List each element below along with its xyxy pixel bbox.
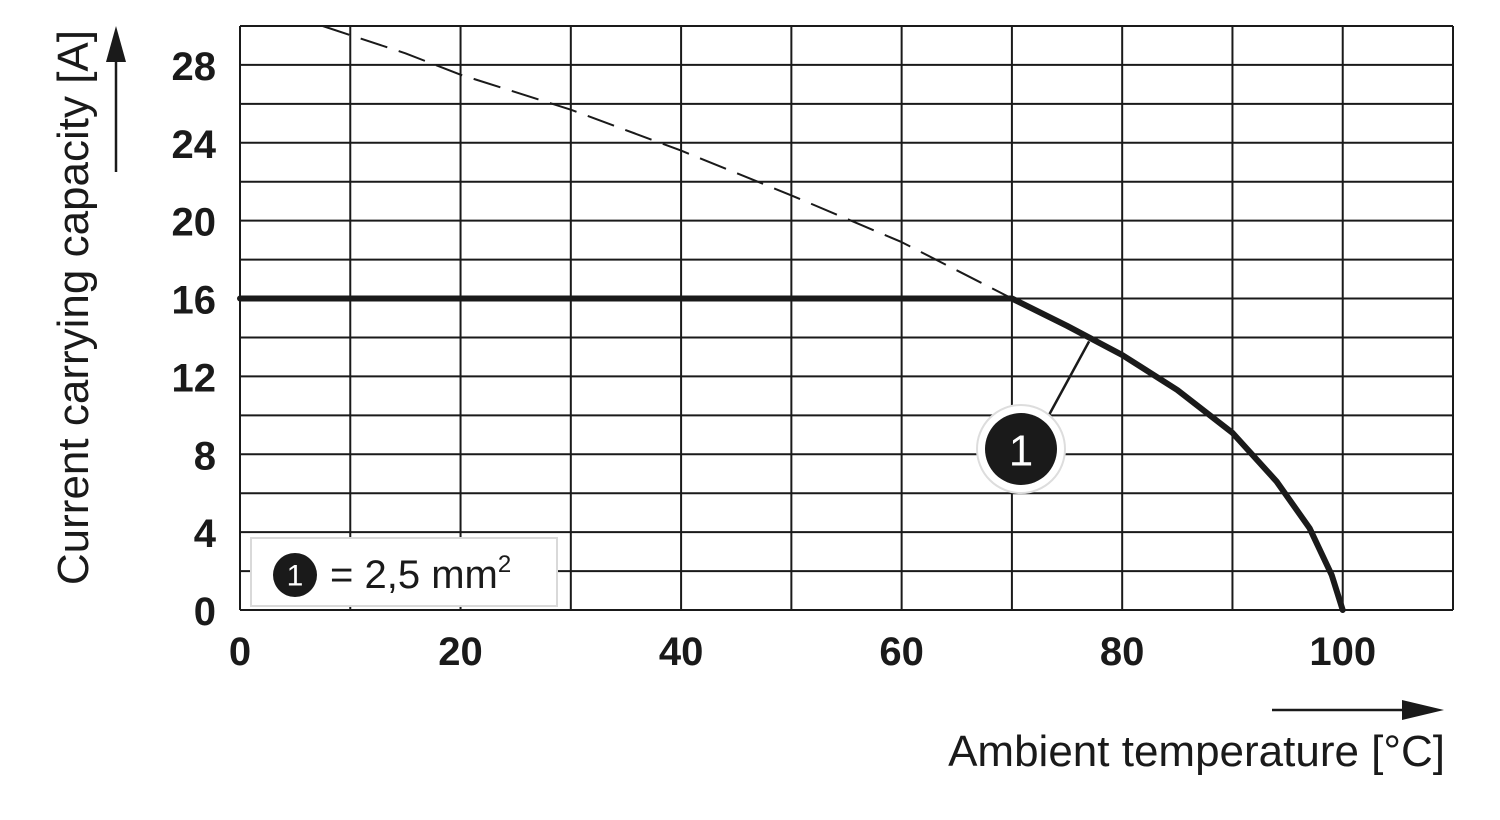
series-line-solid xyxy=(237,295,1346,613)
series-marker: 1 xyxy=(976,404,1066,494)
legend-text-main: = 2,5 mm xyxy=(330,553,498,597)
series-marker-label: 1 xyxy=(1009,427,1033,476)
legend-text: = 2,5 mm2 xyxy=(330,551,511,597)
x-tick-label: 100 xyxy=(1309,630,1376,674)
legend-marker-circle xyxy=(273,553,317,597)
y-axis-ticks: 0 4 8 12 16 20 24 28 xyxy=(172,45,217,634)
y-tick-label: 8 xyxy=(194,434,216,478)
y-tick-label: 24 xyxy=(172,123,217,167)
series-marker-circle xyxy=(985,413,1057,485)
x-axis-ticks: 0 20 40 60 80 100 xyxy=(229,630,1376,674)
x-tick-label: 60 xyxy=(879,630,924,674)
legend: 1 = 2,5 mm2 xyxy=(250,537,558,607)
legend-text-superscript: 2 xyxy=(498,551,511,578)
y-axis-arrow-icon xyxy=(106,26,126,62)
series-line-dashed xyxy=(322,25,1013,300)
y-tick-label: 0 xyxy=(194,590,216,634)
x-tick-label: 80 xyxy=(1100,630,1145,674)
x-tick-label: 0 xyxy=(229,630,251,674)
y-tick-label: 12 xyxy=(172,356,217,400)
y-tick-label: 4 xyxy=(194,512,217,556)
x-axis-label-group: Ambient temperature [°C] xyxy=(948,700,1445,776)
legend-marker-label: 1 xyxy=(287,560,304,593)
x-tick-label: 20 xyxy=(438,630,483,674)
y-tick-label: 20 xyxy=(172,201,217,245)
x-axis-label: Ambient temperature [°C] xyxy=(948,727,1445,776)
annotation-leader-line xyxy=(1047,340,1091,416)
series-layer xyxy=(237,25,1346,613)
y-tick-label: 16 xyxy=(172,279,217,323)
x-tick-label: 40 xyxy=(659,630,704,674)
grid-lines xyxy=(239,25,1454,611)
y-axis-label-group: Current carrying capacity [A] xyxy=(49,26,126,585)
y-tick-label: 28 xyxy=(172,45,217,89)
x-axis-arrow-icon xyxy=(1402,700,1444,720)
y-axis-label: Current carrying capacity [A] xyxy=(49,30,98,585)
